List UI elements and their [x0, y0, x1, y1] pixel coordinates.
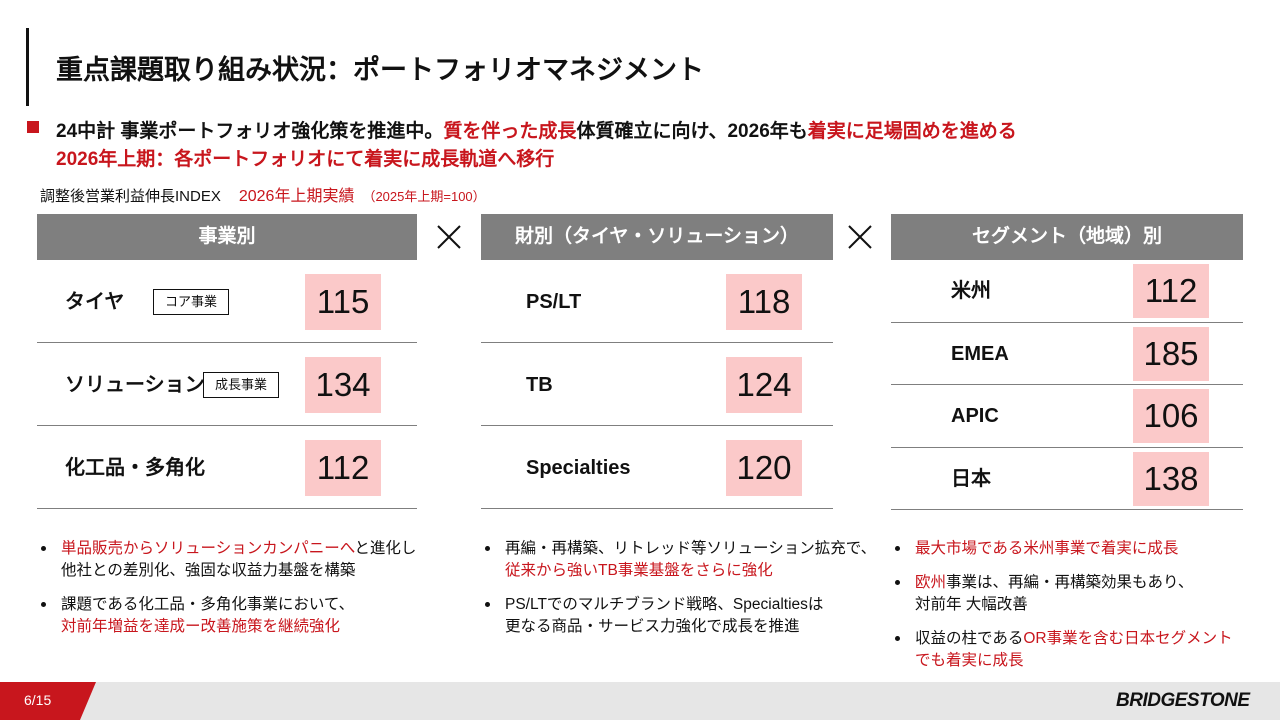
text-run: 質を伴った成長: [443, 121, 577, 142]
bullet-dot: [41, 546, 46, 551]
text-run: （2025年上期=100）: [362, 189, 486, 204]
row-value: 138: [1133, 451, 1209, 506]
bullet-dot: [895, 580, 900, 585]
text-run: 2026年上期：各ポートフォリオにて着実に成長軌道へ移行: [56, 149, 555, 170]
lead-line: 24中計 事業ポートフォリオ強化策を推進中。質を伴った成長体質確立に向け、202…: [56, 116, 1017, 143]
footer-band: [0, 682, 1280, 720]
times-1: [437, 225, 461, 249]
text-run: 24中計 事業ポートフォリオ強化策を推進中。: [56, 121, 444, 142]
row-label: Specialties: [526, 456, 631, 479]
row-divider: [891, 509, 1243, 510]
row-tag: コア事業: [153, 288, 230, 315]
bullet-line: 更なる商品・サービス力強化で成長を推進: [505, 616, 800, 638]
text-run: 更なる商品・サービス力強化で成長を推進: [505, 618, 800, 635]
brand-logo: BRIDGESTONE: [1116, 690, 1250, 711]
panel-header: 財別（タイヤ・ソリューション）: [481, 214, 833, 260]
row-value: 120: [726, 439, 802, 496]
text-run: 課題である化工品・多角化事業において、: [61, 596, 355, 613]
bullet-dot: [41, 602, 46, 607]
row-value: 124: [726, 356, 802, 413]
bullet-line: 再編・再構築、リトレッド等ソリューション拡充で、: [505, 538, 876, 560]
bullet-line: 対前年増益を達成ー改善施策を継続強化: [61, 616, 340, 638]
times-2: [848, 225, 872, 249]
text-run: 体質確立に向け、2026年も: [576, 121, 808, 142]
row-divider: [37, 425, 417, 426]
bullet-line: 単品販売からソリューションカンパニーへと進化し: [61, 538, 416, 560]
row-value: 112: [1133, 264, 1209, 319]
row-label: TB: [526, 373, 553, 396]
text-run: 収益の柱である: [915, 630, 1024, 647]
text-run: 従来から強いTB事業基盤をさらに強化: [505, 562, 773, 579]
row-label: タイヤ: [65, 290, 125, 313]
title-rule: [26, 28, 29, 106]
text-run: 着実に足場固めを進める: [807, 121, 1017, 142]
bullet-dot: [895, 546, 900, 551]
bullet-line: 課題である化工品・多角化事業において、: [61, 594, 354, 616]
row-value: 106: [1133, 389, 1209, 444]
row-value: 185: [1133, 326, 1209, 381]
row-value: 118: [726, 273, 802, 330]
row-divider: [37, 342, 417, 343]
text-run: 単品販売からソリューションカンパニーへ: [61, 540, 355, 557]
row-divider: [481, 342, 833, 343]
row-label: 米州: [951, 280, 991, 303]
bullet-dot: [485, 546, 490, 551]
bullet-line: 収益の柱であるOR事業を含む日本セグメント: [915, 628, 1233, 650]
lead-line: 2026年上期：各ポートフォリオにて着実に成長軌道へ移行: [56, 144, 554, 171]
row-label: 化工品・多角化: [65, 456, 205, 479]
footer-tab: [0, 682, 96, 720]
row-label: ソリューション: [65, 373, 205, 396]
bullet-line: 対前年 大幅改善: [915, 594, 1028, 616]
text-run: 欧州: [915, 574, 947, 591]
row-divider: [891, 321, 1243, 323]
text-run: 再編・再構築、リトレッド等ソリューション拡充で、: [505, 540, 877, 557]
row-divider: [891, 384, 1243, 385]
text-run: 調整後営業利益伸長INDEX: [40, 188, 221, 205]
row-label: PS/LT: [526, 290, 582, 313]
panel-header: セグメント（地域）別: [891, 214, 1243, 260]
text-run: PS/LTでのマルチブランド戦略、Specialtiesは: [505, 596, 824, 613]
text-run: 事業は、再編・再構築効果もあり、: [946, 574, 1194, 591]
text-run: 対前年 大幅改善: [915, 596, 1028, 613]
text-run: OR事業を含む日本セグメント: [1023, 630, 1233, 647]
title: 重点課題取り組み状況：ポートフォリオマネジメント: [56, 55, 704, 85]
row-label: EMEA: [951, 342, 1009, 365]
text-run: 対前年増益を達成ー改善施策を継続強化: [61, 618, 341, 635]
row-divider: [891, 446, 1243, 448]
text-run: 最大市場である米州事業で着実に成長: [915, 540, 1179, 557]
text-run: と進化し: [354, 540, 417, 557]
row-tag: 成長事業: [203, 371, 280, 398]
bullet-dot: [895, 636, 900, 641]
bullet-dot: [485, 602, 490, 607]
row-value: 134: [305, 356, 381, 413]
bullet-line: PS/LTでのマルチブランド戦略、Specialtiesは: [505, 594, 823, 616]
text-run: でも着実に成長: [915, 652, 1024, 669]
panel-header: 事業別: [37, 214, 417, 260]
row-value: 115: [305, 273, 381, 330]
bullet-line: でも着実に成長: [915, 650, 1024, 672]
row-divider: [481, 508, 833, 509]
row-value: 112: [305, 439, 381, 496]
bullet-line: 欧州事業は、再編・再構築効果もあり、: [915, 572, 1193, 594]
index-label: 調整後営業利益伸長INDEX 2026年上期実績 （2025年上期=100）: [40, 182, 486, 206]
text-run: 他社との差別化、強固な収益力基盤を構築: [61, 562, 356, 579]
lead-marker: [27, 121, 39, 133]
bullet-line: 他社との差別化、強固な収益力基盤を構築: [61, 560, 355, 582]
row-divider: [37, 508, 417, 509]
page-number: 6/15: [24, 692, 52, 708]
bullet-line: 最大市場である米州事業で着実に成長: [915, 538, 1178, 560]
row-divider: [481, 425, 833, 426]
row-label: 日本: [951, 467, 991, 490]
row-label: APIC: [951, 405, 999, 428]
bullet-line: 従来から強いTB事業基盤をさらに強化: [505, 560, 773, 582]
text-run: 2026年上期実績: [238, 188, 355, 205]
